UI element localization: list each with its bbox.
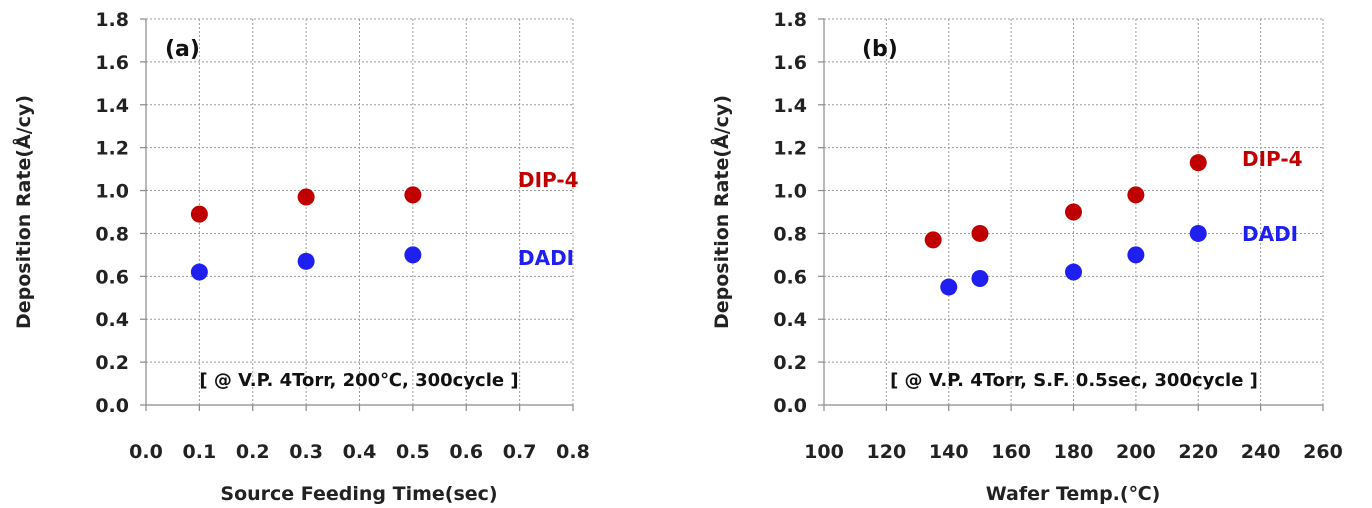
data-point-dadi	[1127, 246, 1145, 264]
data-point-dip4	[924, 231, 942, 249]
x-tick-label: 0.2	[236, 441, 270, 463]
gridlines-a	[146, 18, 574, 405]
x-tick-label: 160	[991, 441, 1031, 463]
x-tick-label: 140	[929, 441, 969, 463]
y-tick-labels-b: 0.0 0.2 0.4 0.6 0.8 1.0 1.2 1.4 1.6 1.8	[773, 9, 807, 417]
y-axis-title-b: Deposition Rate(Å/cy)	[709, 95, 733, 329]
x-tick-label: 0.4	[343, 441, 377, 463]
chart-panel-a: 0.0 0.2 0.4 0.6 0.8 1.0 1.2 1.4 1.6 1.8 0.0 0.1 0.2…	[11, 9, 590, 505]
y-tick-label: 0.6	[95, 266, 129, 288]
data-point-dadi	[940, 278, 958, 296]
x-tick-labels-b: 100 120 140 160 180 200 220 240 260	[804, 441, 1343, 463]
y-tick-label: 1.4	[773, 95, 807, 117]
y-tick-label: 1.4	[95, 95, 129, 117]
y-tick-label: 1.0	[95, 181, 129, 203]
x-tick-label: 260	[1303, 441, 1343, 463]
data-point-dip4	[190, 205, 208, 223]
y-tick-label: 0.2	[95, 352, 129, 374]
series-label-dadi-b: DADI	[1242, 222, 1298, 246]
series-label-dip4-b: DIP-4	[1242, 147, 1303, 171]
y-tick-label: 0.0	[95, 395, 129, 417]
data-point-dip4	[404, 186, 422, 204]
condition-annotation-a: [ @ V.P. 4Torr, 200℃, 300cycle ]	[199, 370, 518, 391]
panel-label-a: (a)	[165, 37, 200, 62]
x-tick-label: 180	[1054, 441, 1094, 463]
y-tick-label: 0.4	[773, 309, 807, 331]
chart-panel-b: 0.0 0.2 0.4 0.6 0.8 1.0 1.2 1.4 1.6 1.8 100 120 140…	[709, 9, 1343, 505]
y-tick-label: 1.6	[773, 52, 807, 74]
data-point-dip4	[1065, 203, 1082, 221]
x-axis-title-a: Source Feeding Time(sec)	[220, 483, 497, 505]
data-point-dadi	[1189, 224, 1207, 242]
y-tick-label: 1.6	[95, 52, 129, 74]
axes-a	[140, 18, 574, 411]
x-tick-label: 220	[1178, 441, 1218, 463]
y-tick-label: 1.8	[95, 9, 129, 31]
y-tick-label: 0.4	[95, 309, 129, 331]
y-tick-label: 0.8	[773, 223, 807, 245]
y-tick-label: 0.8	[95, 223, 129, 245]
x-axis-title-b: Wafer Temp.(℃)	[986, 483, 1161, 505]
x-tick-label: 0.3	[289, 441, 323, 463]
y-tick-label: 1.2	[95, 138, 129, 160]
panel-label-b: (b)	[862, 37, 898, 62]
x-tick-label: 120	[867, 441, 907, 463]
x-tick-label: 0.5	[396, 441, 430, 463]
axes-b	[818, 18, 1324, 411]
y-tick-label: 0.0	[773, 395, 807, 417]
y-tick-label: 0.2	[773, 352, 807, 374]
data-point-dadi	[971, 269, 989, 287]
y-tick-label: 0.6	[773, 266, 807, 288]
condition-annotation-b: [ @ V.P. 4Torr, S.F. 0.5sec, 300cycle ]	[890, 370, 1258, 391]
x-tick-label: 0.6	[449, 441, 483, 463]
x-tick-label: 100	[804, 441, 844, 463]
y-axis-title-a: Deposition Rate(Å/cy)	[11, 95, 35, 329]
data-points-a	[190, 186, 422, 281]
y-tick-label: 1.0	[773, 181, 807, 203]
data-point-dadi	[190, 263, 208, 281]
x-tick-labels-a: 0.0 0.1 0.2 0.3 0.4 0.5 0.6 0.7 0.8	[129, 441, 590, 463]
series-label-dadi-a: DADI	[518, 246, 574, 270]
data-points-b	[924, 154, 1207, 296]
y-tick-label: 1.2	[773, 138, 807, 160]
data-point-dip4	[971, 224, 989, 242]
x-tick-label: 0.7	[503, 441, 537, 463]
x-tick-label: 0.1	[183, 441, 217, 463]
x-tick-label: 200	[1116, 441, 1156, 463]
data-point-dip4	[297, 188, 315, 206]
data-point-dadi	[1065, 263, 1082, 281]
x-tick-label: 0.0	[129, 441, 163, 463]
x-tick-label: 0.8	[556, 441, 590, 463]
data-point-dip4	[1189, 154, 1207, 172]
data-point-dip4	[1127, 186, 1145, 204]
data-point-dadi	[404, 246, 422, 264]
series-label-dip4-a: DIP-4	[518, 168, 579, 192]
x-tick-label: 240	[1241, 441, 1281, 463]
y-tick-labels-a: 0.0 0.2 0.4 0.6 0.8 1.0 1.2 1.4 1.6 1.8	[95, 9, 129, 417]
y-tick-label: 1.8	[773, 9, 807, 31]
data-point-dadi	[297, 252, 315, 270]
